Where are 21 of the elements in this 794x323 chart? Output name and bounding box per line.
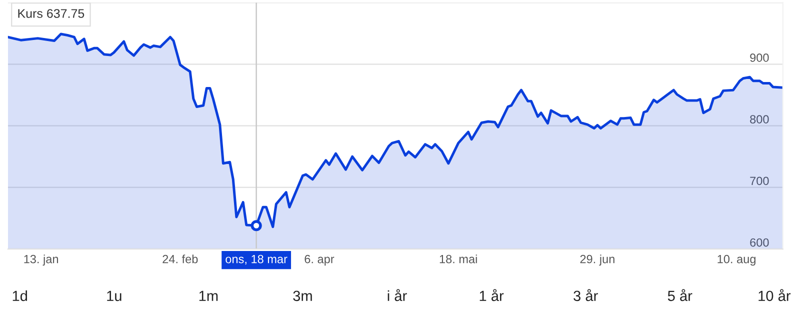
text: 3m [293, 290, 312, 302]
annotation: Kurs 637.75 [18, 9, 84, 18]
ref-line-label: ons, 18 mar [226, 254, 288, 265]
text: i år [388, 289, 407, 302]
x-tick-label: 10. aug [718, 254, 756, 266]
y-tick-label: 700 [750, 176, 769, 186]
text: 5 år [668, 289, 692, 302]
x-tick-label: 29. jun [580, 254, 614, 266]
text: 1 år [480, 289, 504, 302]
x-tick-label: 13. jan [24, 254, 58, 266]
text: 1u [107, 290, 122, 302]
text: 3 år [574, 289, 598, 302]
x-tick-label: 24. feb [162, 254, 198, 264]
y-tick-label: 800 [750, 115, 769, 124]
x-tick-label: 6. apr [304, 254, 334, 266]
y-tick-label: 600 [750, 238, 769, 247]
text: 1d [12, 290, 28, 302]
x-tick-label: 18. mai [440, 254, 477, 264]
y-tick-label: 900 [750, 54, 769, 62]
text: 10 år [758, 289, 791, 302]
text: 1m [199, 290, 218, 301]
